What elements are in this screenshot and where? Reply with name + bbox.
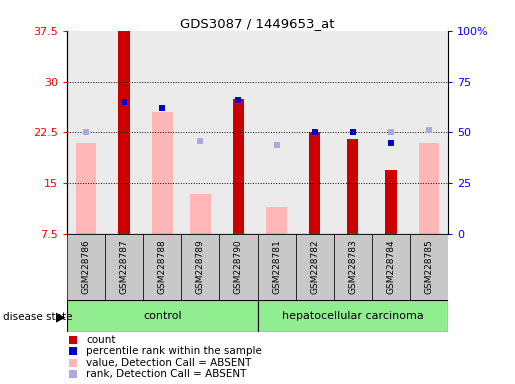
Text: GSM228787: GSM228787 xyxy=(119,240,129,294)
Bar xyxy=(233,99,244,234)
Bar xyxy=(296,31,334,234)
Bar xyxy=(334,234,372,300)
Bar xyxy=(152,112,173,234)
Bar xyxy=(118,31,130,234)
Bar xyxy=(181,31,219,234)
Point xyxy=(272,142,281,148)
Bar xyxy=(105,234,143,300)
Bar xyxy=(219,234,258,300)
Bar xyxy=(190,194,211,234)
Bar xyxy=(258,31,296,234)
Text: control: control xyxy=(143,311,182,321)
Bar xyxy=(296,234,334,300)
Bar xyxy=(419,143,439,234)
Text: GSM228786: GSM228786 xyxy=(81,240,91,294)
Bar xyxy=(67,31,105,234)
Point xyxy=(70,371,78,377)
Text: GSM228782: GSM228782 xyxy=(310,240,319,294)
Bar xyxy=(143,31,181,234)
Bar xyxy=(258,300,448,332)
Text: GSM228790: GSM228790 xyxy=(234,240,243,294)
Point xyxy=(311,129,319,136)
Point xyxy=(196,137,204,144)
Point xyxy=(425,127,433,134)
Bar xyxy=(143,234,181,300)
Text: percentile rank within the sample: percentile rank within the sample xyxy=(87,346,262,356)
Bar xyxy=(67,234,105,300)
Bar xyxy=(385,170,397,234)
Bar xyxy=(347,139,358,234)
Bar xyxy=(410,31,448,234)
Bar xyxy=(334,31,372,234)
Point xyxy=(387,140,395,146)
Text: GSM228783: GSM228783 xyxy=(348,240,357,294)
Text: ▶: ▶ xyxy=(56,310,65,323)
Bar xyxy=(181,234,219,300)
Bar xyxy=(258,234,296,300)
Text: count: count xyxy=(87,335,116,345)
Bar xyxy=(410,234,448,300)
Bar xyxy=(105,31,143,234)
Bar xyxy=(266,207,287,234)
Text: GSM228781: GSM228781 xyxy=(272,240,281,294)
Point xyxy=(158,105,166,111)
Text: GSM228784: GSM228784 xyxy=(386,240,396,294)
Text: GSM228785: GSM228785 xyxy=(424,240,434,294)
Bar xyxy=(372,234,410,300)
Point xyxy=(82,129,90,136)
Bar xyxy=(309,132,320,234)
Text: value, Detection Call = ABSENT: value, Detection Call = ABSENT xyxy=(87,358,252,368)
Point xyxy=(234,97,243,103)
Text: disease state: disease state xyxy=(3,312,72,322)
Bar xyxy=(219,31,258,234)
Point xyxy=(70,360,78,366)
Text: hepatocellular carcinoma: hepatocellular carcinoma xyxy=(282,311,424,321)
Point xyxy=(70,348,78,354)
Text: rank, Detection Call = ABSENT: rank, Detection Call = ABSENT xyxy=(87,369,247,379)
Point xyxy=(70,337,78,343)
Text: GSM228789: GSM228789 xyxy=(196,240,205,294)
Bar xyxy=(76,143,96,234)
Point xyxy=(349,129,357,136)
Point xyxy=(120,99,128,105)
Bar xyxy=(67,300,258,332)
Bar xyxy=(372,31,410,234)
Point xyxy=(387,129,395,136)
Title: GDS3087 / 1449653_at: GDS3087 / 1449653_at xyxy=(180,17,335,30)
Text: GSM228788: GSM228788 xyxy=(158,240,167,294)
